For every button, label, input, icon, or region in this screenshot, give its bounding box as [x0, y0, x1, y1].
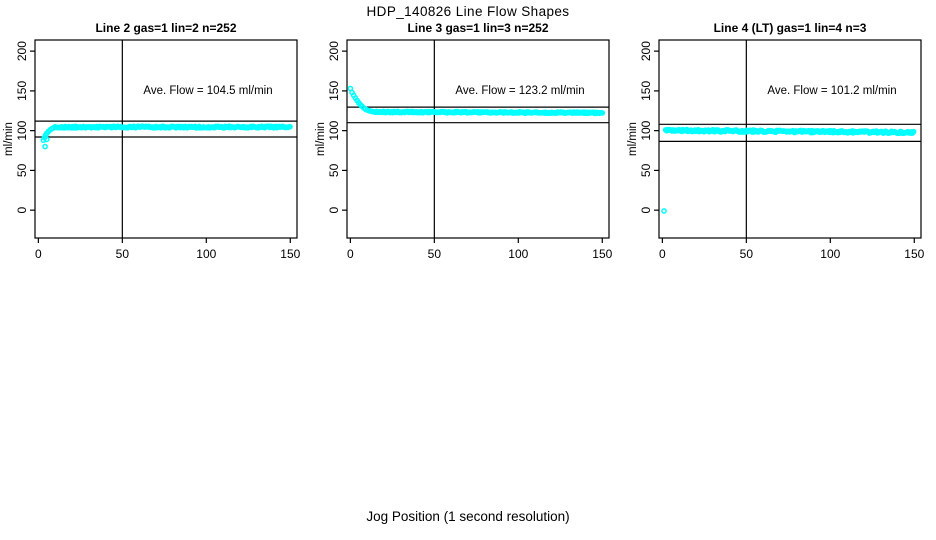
figure-title: HDP_140826 Line Flow Shapes [366, 4, 570, 19]
data-points [347, 85, 606, 117]
x-tick-label: 50 [428, 247, 442, 261]
data-point [42, 143, 48, 150]
y-tick-label: 200 [15, 41, 29, 61]
y-tick-label: 50 [639, 163, 653, 177]
x-tick-label: 50 [740, 247, 754, 261]
data-points [661, 126, 917, 214]
data-point [599, 110, 606, 116]
y-tick-label: 100 [15, 120, 29, 140]
plot-box [346, 39, 610, 239]
ave-flow-annotation: Ave. Flow = 123.2 ml/min [455, 85, 585, 97]
y-tick-label: 0 [15, 207, 29, 214]
y-tick-label: 150 [639, 81, 653, 101]
y-tick-label: 150 [327, 81, 341, 101]
data-points [40, 123, 293, 150]
ave-flow-annotation: Ave. Flow = 101.2 ml/min [767, 85, 897, 97]
y-tick-label: 100 [639, 120, 653, 140]
y-tick-label: 0 [639, 207, 653, 214]
y-tick-label: 50 [15, 163, 29, 177]
panel-line4: Line 4 (LT) gas=1 lin=4 n=3 ml/min Ave. … [624, 0, 936, 280]
panel-line3: Line 3 gas=1 lin=3 n=252 ml/min Ave. Flo… [312, 0, 624, 280]
y-tick-label: 100 [327, 120, 341, 140]
x-axis-label: Jog Position (1 second resolution) [366, 509, 570, 524]
x-tick-label: 100 [820, 247, 840, 261]
scatter-plot-line3: 0 50 100 150 0 50 100 150 200 [327, 39, 613, 261]
panel-title: Line 2 gas=1 lin=2 n=252 [95, 21, 237, 35]
panel-title: Line 4 (LT) gas=1 lin=4 n=3 [713, 21, 867, 35]
y-tick-label: 0 [327, 207, 341, 214]
plot-box [34, 39, 298, 239]
scatter-plot-line4: 0 50 100 150 0 50 100 150 200 [639, 39, 925, 261]
plot-box [658, 39, 922, 239]
x-tick-label: 100 [508, 247, 528, 261]
panel-line2: Line 2 gas=1 lin=2 n=252 ml/min Ave. Flo… [0, 0, 312, 280]
y-tick-label: 200 [639, 41, 653, 61]
x-tick-label: 100 [196, 247, 216, 261]
panel-title: Line 3 gas=1 lin=3 n=252 [407, 21, 549, 35]
y-tick-label: 50 [327, 163, 341, 177]
x-tick-label: 50 [116, 247, 130, 261]
x-tick-label: 150 [592, 247, 612, 261]
data-point [661, 208, 667, 214]
x-tick-label: 0 [35, 247, 42, 261]
x-tick-label: 0 [347, 247, 354, 261]
ave-flow-annotation: Ave. Flow = 104.5 ml/min [143, 85, 273, 97]
x-tick-label: 150 [280, 247, 300, 261]
y-tick-label: 200 [327, 41, 341, 61]
x-tick-label: 0 [659, 247, 666, 261]
y-tick-label: 150 [15, 81, 29, 101]
x-tick-label: 150 [904, 247, 924, 261]
data-point [910, 128, 917, 135]
scatter-plot-line2: 0 50 100 150 0 50 100 150 200 [15, 39, 301, 261]
data-point [287, 123, 293, 130]
